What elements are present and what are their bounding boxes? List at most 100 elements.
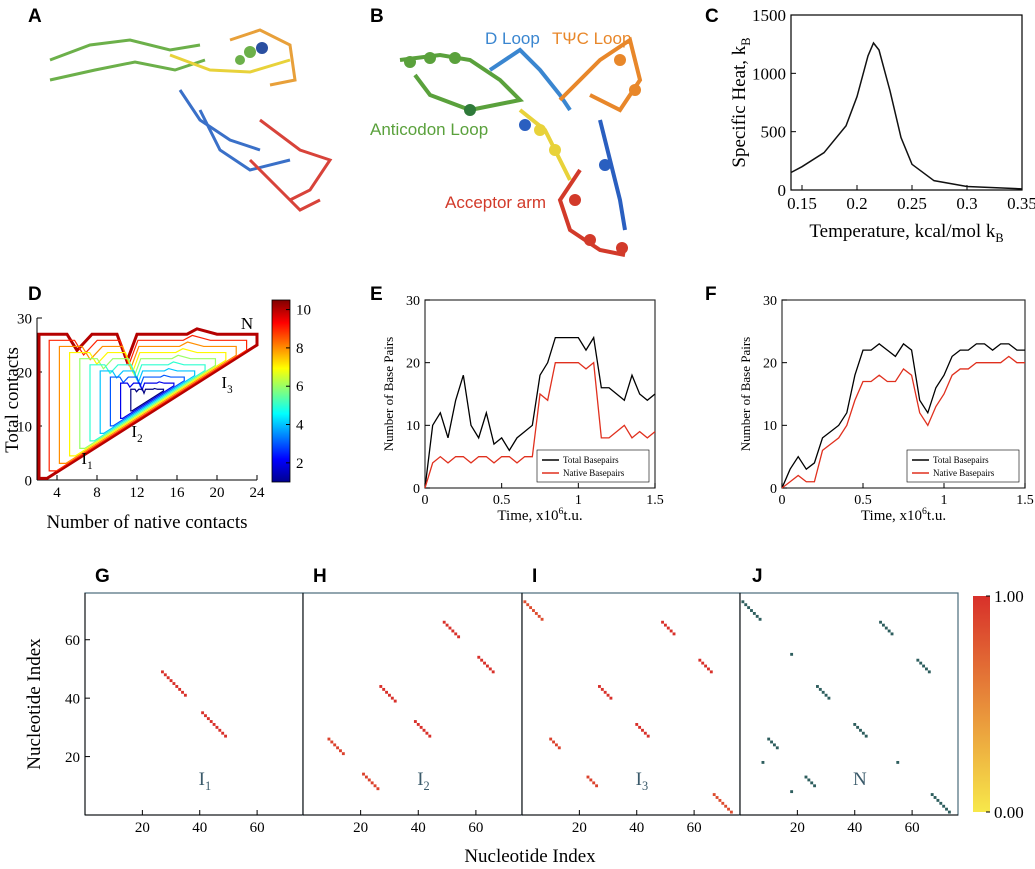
- y-axis-label: Total contacts: [2, 347, 23, 453]
- stem-cell: [419, 725, 423, 729]
- stem-cell: [661, 620, 664, 624]
- stem-cell: [327, 737, 331, 741]
- stem-cell: [557, 746, 561, 750]
- stem-cell: [491, 670, 495, 674]
- x-tick-label: 1: [941, 493, 948, 508]
- label-part: 3: [642, 779, 648, 793]
- stem-cell: [166, 676, 170, 680]
- y-tick-label: 10: [17, 419, 32, 435]
- x-tick-label: 0.2: [846, 194, 867, 213]
- y-tick-label: 30: [763, 294, 777, 309]
- stem-cell: [206, 717, 210, 721]
- stem-cell: [333, 743, 337, 747]
- stem-cell: [790, 790, 794, 794]
- x-tick-label: 1.5: [1016, 493, 1034, 508]
- label-part: 6: [922, 506, 927, 517]
- stem-cell: [752, 612, 756, 615]
- stem-cell: [884, 626, 888, 630]
- panel-label: H: [313, 566, 327, 587]
- colorbar-label: 6: [296, 379, 304, 395]
- stem-cell: [367, 778, 371, 782]
- stem-cell: [942, 804, 946, 808]
- x-tick-label: 20: [353, 820, 368, 836]
- stem-cell: [532, 609, 535, 612]
- stem-cell: [586, 775, 590, 779]
- x-tick-label: 0: [779, 493, 786, 508]
- label-part: Specific Heat, k: [729, 45, 750, 167]
- stem-cell: [529, 606, 533, 610]
- y-tick-label: 30: [17, 311, 32, 327]
- x-tick-label: 12: [130, 485, 145, 501]
- label-part: t.u.: [563, 508, 582, 524]
- label-part: 6: [559, 506, 564, 517]
- x-tick-label: 1.5: [646, 493, 664, 508]
- stem-cell: [724, 804, 728, 808]
- stem-cell: [916, 658, 920, 662]
- structure-label: Acceptor arm: [445, 193, 546, 212]
- stem-cell: [385, 690, 389, 694]
- legend-box: [906, 449, 1020, 483]
- annotation: I1: [199, 769, 212, 793]
- label-part: Total contacts: [2, 347, 23, 453]
- stem-cell: [790, 652, 794, 656]
- stem-cell: [172, 682, 176, 685]
- stem-cell: [729, 810, 733, 814]
- y-tick-label: 0: [413, 482, 420, 497]
- stem-cell: [336, 746, 340, 750]
- y-tick-label: 0: [778, 181, 787, 200]
- colorbar-label: 1.00: [994, 587, 1024, 606]
- stem-cell: [341, 752, 345, 756]
- x-tick-label: 24: [250, 485, 266, 501]
- colorbar-label: 2: [296, 456, 304, 472]
- stem-cell: [818, 687, 822, 691]
- x-tick-label: 20: [210, 485, 225, 501]
- x-axis-label: Time, x106t.u.: [861, 506, 946, 524]
- stem-cell: [209, 720, 213, 723]
- stem-cell: [887, 629, 891, 633]
- label-part: 2: [424, 779, 430, 793]
- molecule-b: [399, 36, 643, 257]
- stem-cell: [919, 661, 923, 665]
- stem-cell: [540, 617, 544, 621]
- stem-cell: [175, 685, 179, 688]
- stem-cell: [936, 798, 940, 802]
- legend-label: Native Basepairs: [933, 468, 995, 478]
- stem-cell: [382, 687, 386, 691]
- x-tick-label: 20: [790, 820, 805, 836]
- legend-box: [536, 449, 650, 483]
- stem-cell: [442, 620, 446, 624]
- stem-cell: [483, 661, 486, 665]
- annotation: I1: [81, 449, 92, 472]
- stem-cell: [861, 731, 865, 735]
- series-line: [424, 361, 656, 489]
- stem-cell: [598, 685, 601, 688]
- panel-label: F: [705, 284, 717, 305]
- stem-cell: [163, 673, 167, 677]
- annotation: I3: [221, 373, 233, 396]
- y-tick-label: 20: [406, 357, 420, 372]
- label-part: N: [241, 314, 253, 333]
- stem-cell: [379, 685, 383, 688]
- stem-cell: [881, 623, 885, 627]
- stem-cell: [638, 725, 642, 729]
- stem-cell: [707, 667, 710, 671]
- label-part: I: [417, 769, 423, 790]
- stem-cell: [750, 609, 753, 612]
- stem-cell: [422, 728, 426, 732]
- stem-cell: [488, 667, 492, 671]
- stem-cell: [939, 801, 943, 805]
- contour-line: [99, 367, 196, 434]
- stem-cell: [373, 784, 377, 788]
- panel-label: J: [752, 566, 763, 587]
- contour-line: [89, 361, 206, 442]
- label-part: Temperature, kcal/mol k: [809, 221, 995, 242]
- stem-cell: [416, 723, 420, 726]
- stem-cell: [663, 623, 667, 627]
- y-tick-label: 30: [406, 294, 420, 309]
- label-part: Number of Base Pairs: [381, 337, 396, 451]
- stem-cell: [362, 772, 365, 776]
- plot-frame: [781, 299, 1026, 489]
- structure-label: Anticodon Loop: [370, 120, 488, 139]
- plot-frame: [739, 592, 959, 816]
- label-part: 1: [87, 460, 93, 472]
